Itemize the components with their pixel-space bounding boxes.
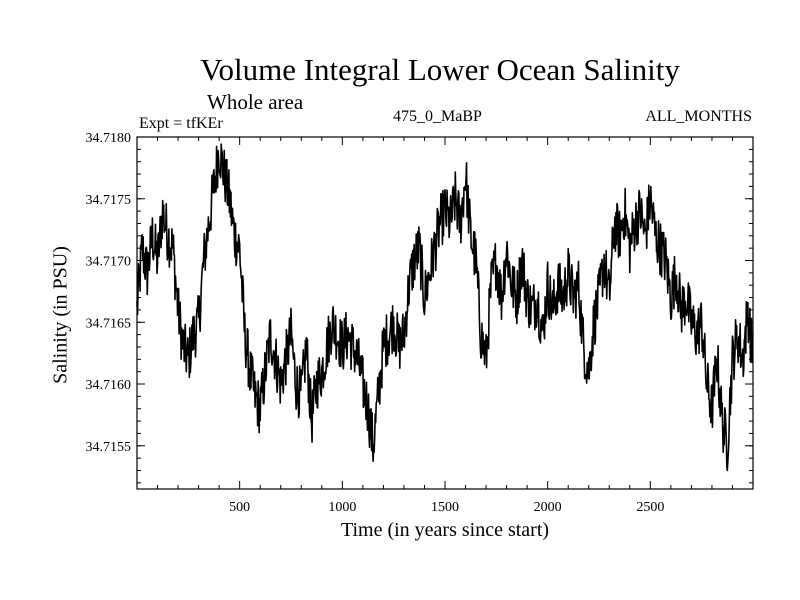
- y-tick-label: 34.7160: [86, 378, 132, 393]
- chart-title: Volume Integral Lower Ocean Salinity: [200, 52, 680, 87]
- y-tick-label: 34.7175: [86, 193, 132, 208]
- x-axis-label: Time (in years since start): [340, 519, 550, 541]
- tick-labels: 500 1000 1500 2000 2500 34.7155 34.7160 34.7165…: [86, 131, 665, 515]
- y-tick-label: 34.7155: [86, 440, 132, 455]
- x-tick-label: 2000: [534, 500, 562, 515]
- x-tick-label: 1000: [328, 500, 356, 515]
- x-tick-label: 500: [229, 500, 250, 515]
- x-tick-label: 2500: [636, 500, 664, 515]
- chart-subtitle: Whole area: [207, 90, 304, 114]
- run-label: 475_0_MaBP: [393, 108, 482, 125]
- x-tick-label: 1500: [431, 500, 459, 515]
- series-group: [136, 143, 754, 472]
- salinity-series-line: [136, 143, 754, 472]
- y-tick-label: 34.7165: [86, 316, 132, 331]
- y-tick-label: 34.7170: [86, 255, 132, 270]
- y-tick-label: 34.7180: [86, 131, 132, 146]
- months-label: ALL_MONTHS: [645, 108, 752, 125]
- axis-ticks: [137, 136, 753, 489]
- experiment-label: Expt = tfKEr: [139, 115, 223, 132]
